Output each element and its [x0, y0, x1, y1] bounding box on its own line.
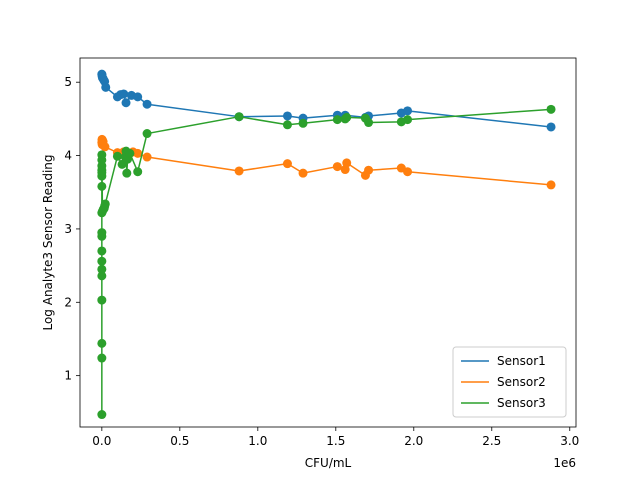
data-point-sensor3-31 — [142, 129, 152, 139]
data-point-sensor1-13 — [133, 92, 143, 102]
data-point-sensor3-29 — [125, 148, 135, 158]
data-point-sensor3-23 — [112, 151, 122, 161]
data-point-sensor2-11 — [142, 152, 152, 162]
data-point-sensor3-32 — [234, 112, 244, 122]
y-tick-label: 5 — [64, 75, 72, 89]
data-point-sensor2-12 — [234, 166, 244, 176]
data-point-sensor1-16 — [282, 111, 292, 121]
data-point-sensor2-10 — [133, 148, 143, 158]
data-point-sensor2-13 — [282, 159, 292, 169]
x-tick-label: 2.5 — [482, 434, 501, 448]
y-tick-label: 3 — [64, 222, 72, 236]
x-tick-label: 2.0 — [404, 434, 423, 448]
legend-label-sensor2: Sensor2 — [497, 375, 546, 389]
data-point-sensor2-17 — [342, 158, 352, 168]
data-point-sensor3-35 — [332, 115, 342, 125]
y-tick-label: 4 — [64, 149, 72, 163]
data-point-sensor2-21 — [403, 167, 413, 177]
x-axis-label: CFU/mL — [305, 456, 352, 470]
y-axis-label: Log Analyte3 Sensor Reading — [41, 154, 55, 330]
legend-box — [452, 346, 567, 418]
data-point-sensor3-7 — [97, 271, 107, 281]
data-point-sensor3-27 — [122, 168, 132, 178]
data-point-sensor1-11 — [121, 98, 131, 108]
x-axis-offset-label: 1e6 — [553, 456, 576, 470]
x-tick-label: 0.5 — [170, 434, 189, 448]
data-point-sensor1-7 — [101, 82, 111, 92]
plot-area — [79, 57, 577, 428]
data-point-sensor3-3 — [97, 295, 107, 305]
data-point-sensor3-5 — [97, 410, 107, 420]
legend-label-sensor3: Sensor3 — [497, 396, 546, 410]
data-point-sensor1-10 — [119, 89, 129, 99]
data-point-sensor3-22 — [100, 199, 110, 209]
x-tick-label: 1.5 — [326, 434, 345, 448]
data-point-sensor3-34 — [298, 118, 308, 128]
axes-frame — [79, 57, 577, 428]
series-sensor3 — [97, 104, 556, 420]
data-point-sensor3-41 — [403, 115, 413, 125]
data-point-sensor3-16 — [97, 161, 107, 171]
y-tick-label: 2 — [64, 295, 72, 309]
data-point-sensor3-30 — [133, 167, 143, 177]
data-point-sensor3-9 — [97, 256, 107, 266]
data-point-sensor3-42 — [546, 104, 556, 114]
data-point-sensor2-15 — [332, 162, 342, 172]
data-point-sensor3-13 — [97, 181, 107, 191]
x-axis: 0.0 0.5 1.0 1.5 2.0 2.5 3.0 — [92, 427, 579, 448]
x-tick-label: 3.0 — [560, 434, 579, 448]
y-axis: 1 2 3 4 5 — [64, 75, 80, 383]
data-point-sensor3-33 — [282, 120, 292, 130]
data-point-sensor3-4 — [97, 353, 107, 363]
data-point-sensor2-22 — [546, 180, 556, 190]
data-point-sensor3-37 — [342, 112, 352, 122]
data-point-sensor1-23 — [403, 106, 413, 116]
y-tick-label: 1 — [64, 369, 72, 383]
x-tick-label: 0.0 — [92, 434, 111, 448]
x-tick-label: 1.0 — [248, 434, 267, 448]
data-point-sensor3-17 — [97, 150, 107, 160]
data-point-sensor3-8 — [97, 264, 107, 274]
data-point-sensor2-19 — [364, 165, 374, 175]
data-point-sensor2-14 — [298, 168, 308, 178]
data-point-sensor3-6 — [97, 338, 107, 348]
data-point-sensor3-39 — [364, 118, 374, 128]
data-point-sensor1-24 — [546, 122, 556, 132]
data-point-sensor2-5 — [100, 142, 110, 152]
data-point-sensor3-12 — [97, 228, 107, 238]
data-point-sensor1-14 — [142, 99, 152, 109]
data-point-sensor3-10 — [97, 246, 107, 256]
legend-label-sensor1: Sensor1 — [497, 354, 546, 368]
legend: Sensor1 Sensor2 Sensor3 — [452, 346, 567, 418]
